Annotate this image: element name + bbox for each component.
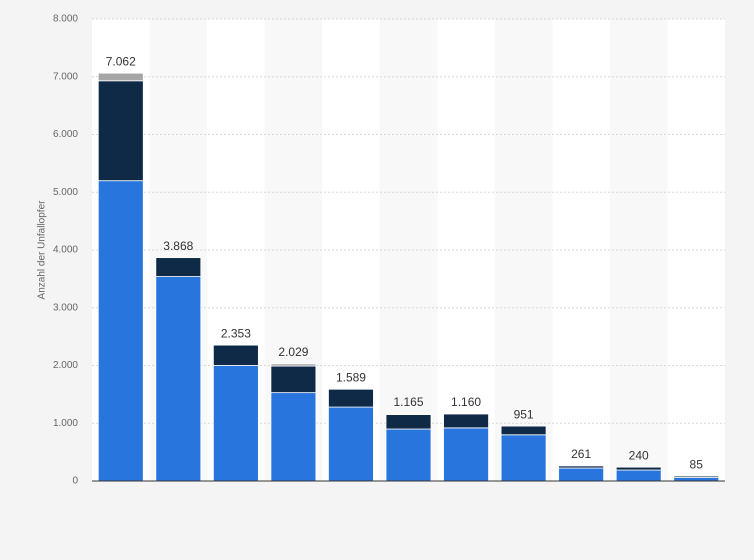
bar-segment <box>270 363 317 367</box>
bar-segment <box>155 276 202 482</box>
total-label: 1.160 <box>451 395 481 409</box>
bar-segment <box>97 72 144 82</box>
bar-segment <box>328 406 374 482</box>
column-band <box>609 19 668 481</box>
total-label: 1.589 <box>336 370 366 384</box>
total-label: 85 <box>690 457 704 471</box>
bar-segment <box>615 469 662 482</box>
y-tick-label: 6.000 <box>53 129 78 140</box>
total-label: 261 <box>571 447 591 461</box>
y-tick-label: 7.000 <box>53 71 78 82</box>
total-label: 3.868 <box>163 239 193 253</box>
total-label: 1.165 <box>393 395 423 409</box>
bar-segment <box>443 413 489 429</box>
total-label: 2.029 <box>278 345 308 359</box>
bar-segment <box>615 466 662 471</box>
total-label: 7.062 <box>106 54 136 68</box>
bar-segment <box>673 477 720 482</box>
y-tick-label: 1.000 <box>53 418 78 429</box>
bar-segment <box>270 365 317 394</box>
bar-segment <box>385 413 432 415</box>
bar-segment <box>385 414 432 430</box>
y-tick-label: 2.000 <box>53 360 78 371</box>
bar-segment <box>500 425 547 436</box>
total-label: 240 <box>629 448 649 462</box>
total-label: 951 <box>514 407 534 421</box>
bar-segment <box>97 80 144 182</box>
bar-segment <box>443 427 489 482</box>
bar-segment <box>270 392 317 482</box>
bar-segment <box>328 388 374 408</box>
y-tick-label: 3.000 <box>53 302 78 313</box>
y-tick-label: 8.000 <box>53 14 78 25</box>
bar-segment <box>155 257 202 277</box>
bar-segment <box>97 180 144 482</box>
bar-segment <box>385 428 432 482</box>
bar-segment <box>500 434 547 482</box>
bar-segment <box>558 467 605 482</box>
y-tick-label: 5.000 <box>53 187 78 198</box>
bar-segment <box>673 475 720 478</box>
total-label: 2.353 <box>221 326 251 340</box>
bar-segment <box>212 344 259 366</box>
bar-segment <box>212 365 259 482</box>
y-axis-label: Anzahl der Unfallopfer <box>37 200 48 300</box>
bar-segment <box>558 465 605 469</box>
y-tick-label: 4.000 <box>53 245 78 256</box>
y-tick-label: 0 <box>72 476 78 487</box>
